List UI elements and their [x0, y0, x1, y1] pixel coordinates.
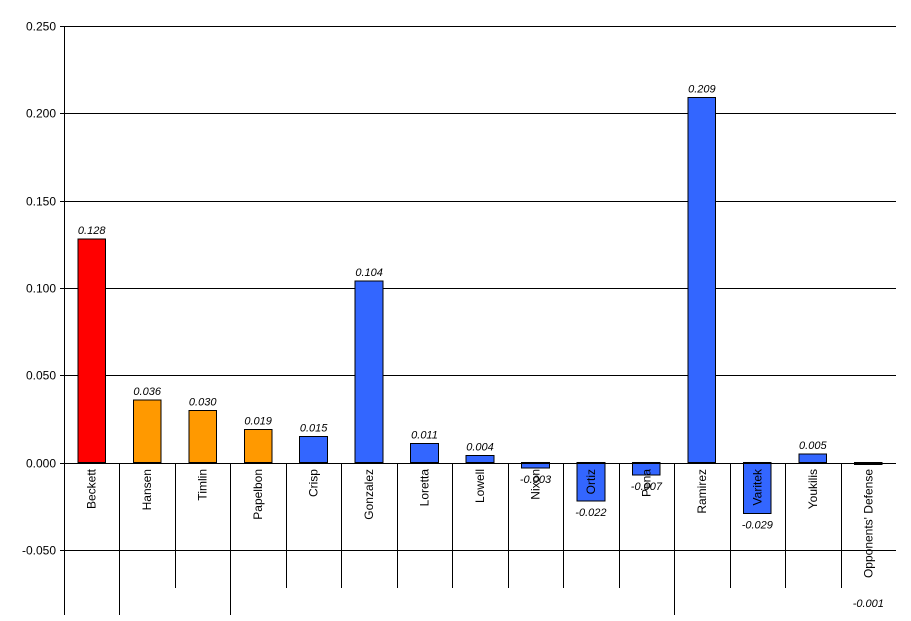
- data-label: 0.104: [355, 267, 383, 279]
- bar: [521, 462, 550, 469]
- data-label: -0.029: [742, 519, 773, 531]
- bar: [743, 462, 772, 514]
- data-label: 0.019: [244, 416, 272, 428]
- y-tick-label: 0.200: [26, 107, 56, 121]
- category-label: Hansen: [140, 469, 154, 510]
- data-label: -0.022: [575, 507, 606, 519]
- data-label: 0.128: [78, 225, 106, 237]
- y-axis-tick-labels: -0.050 0.000 0.050 0.100 0.150 0.200 0.250: [22, 20, 56, 558]
- y-tick-label: 0.250: [26, 20, 56, 34]
- category-label: Beckett: [85, 468, 99, 509]
- category-label: Opponents' Defense: [861, 469, 875, 578]
- y-tick-label: 0.100: [26, 282, 56, 296]
- data-label: -0.003: [520, 474, 552, 486]
- category-label: Crisp: [307, 469, 321, 497]
- data-label: 0.015: [300, 423, 328, 435]
- bar: [188, 409, 218, 464]
- data-label: 0.209: [688, 84, 716, 96]
- data-label: 0.011: [411, 430, 438, 442]
- category-label: Nixon: [529, 469, 543, 500]
- bar: [77, 238, 107, 464]
- y-tick-label: 0.000: [26, 457, 56, 471]
- data-label: -0.007: [631, 481, 663, 493]
- bar: [798, 453, 828, 464]
- y-tick-label: 0.050: [26, 369, 56, 383]
- category-label: Loretta: [418, 469, 432, 507]
- y-tick-label: 0.150: [26, 195, 56, 209]
- bar: [354, 280, 384, 464]
- category-label: Pena: [639, 469, 653, 497]
- category-label: Varitek: [750, 468, 764, 505]
- category-label: Ortiz: [584, 469, 598, 494]
- category-label: Gonzalez: [362, 469, 376, 520]
- data-label: 0.030: [189, 396, 217, 408]
- bar: [410, 443, 439, 464]
- category-label: Timlin: [196, 469, 210, 501]
- bar: [299, 436, 328, 464]
- category-labels: Beckett Hansen Timlin Papelbon Crisp Gonzalez…: [85, 468, 876, 578]
- bar: [632, 462, 661, 476]
- bar: [132, 399, 162, 464]
- category-label: Ramirez: [695, 469, 709, 514]
- data-label: 0.004: [466, 442, 494, 454]
- axes: [64, 26, 896, 615]
- y-tick-label: -0.050: [22, 544, 56, 558]
- bar: [687, 97, 717, 464]
- bar: [465, 455, 495, 464]
- data-labels: 0.128 0.036 0.030 0.019 0.015 0.104 0.011 0.004…: [78, 84, 884, 610]
- category-label: Lowell: [473, 469, 487, 503]
- category-label: Youkilis: [806, 469, 820, 509]
- bar: [576, 462, 606, 502]
- data-label: 0.036: [133, 386, 161, 398]
- data-label: -0.001: [853, 598, 884, 610]
- bars: [77, 97, 883, 514]
- category-label: Papelbon: [251, 469, 265, 520]
- bar: [243, 429, 273, 464]
- data-label: 0.005: [799, 440, 827, 452]
